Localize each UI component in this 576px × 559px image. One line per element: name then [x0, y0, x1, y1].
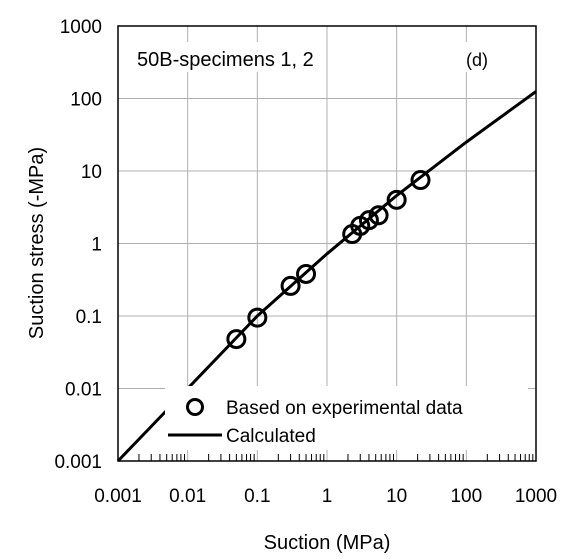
y-tick-labels: 0.001 0.01 0.1 1 10 100 1000 [54, 17, 102, 473]
legend-label-calculated: Calculated [226, 426, 316, 447]
experimental-point [358, 210, 379, 231]
legend-marker-experimental [186, 398, 204, 416]
x-tick-label: 0.01 [169, 486, 206, 507]
experimental-point [247, 307, 268, 328]
experimental-point [368, 205, 389, 226]
x-tick-label: 1000 [515, 486, 557, 507]
y-tick-label: 100 [70, 90, 102, 111]
specimen-annotation: 50B-specimens 1, 2 [137, 49, 314, 71]
y-tick-label: 1000 [60, 17, 102, 38]
panel-label-bg [462, 42, 504, 72]
panel-label: (d) [466, 50, 488, 70]
experimental-point [226, 329, 247, 350]
x-tick-label: 0.1 [244, 486, 270, 507]
legend: Based on experimental data Calculated [165, 386, 528, 450]
plot-frame [117, 25, 537, 462]
specimen-label-bg [132, 42, 277, 72]
legend-label-experimental: Based on experimental data [226, 398, 463, 419]
x-tick-label: 0.001 [94, 486, 142, 507]
y-tick-label: 10 [81, 162, 102, 183]
experimental-point [410, 170, 431, 191]
experimental-point [296, 263, 317, 284]
x-tick-label: 10 [386, 486, 407, 507]
y-tick-label: 0.01 [65, 380, 102, 401]
legend-background [165, 386, 528, 450]
y-tick-label: 0.001 [54, 452, 102, 473]
x-axis-label: Suction (MPa) [264, 532, 391, 554]
experimental-point [280, 275, 301, 296]
y-axis-label: Suction stress (-MPa) [26, 147, 48, 339]
x-tick-labels: 0.001 0.01 0.1 1 10 100 1000 [94, 486, 557, 507]
y-tick-label: 1 [91, 235, 102, 256]
x-tick-label: 100 [450, 486, 482, 507]
y-tick-label: 0.1 [76, 307, 102, 328]
x-tick-label: 1 [322, 486, 333, 507]
experimental-point [386, 189, 407, 210]
minor-ticks [138, 454, 534, 461]
data-points [226, 170, 431, 350]
